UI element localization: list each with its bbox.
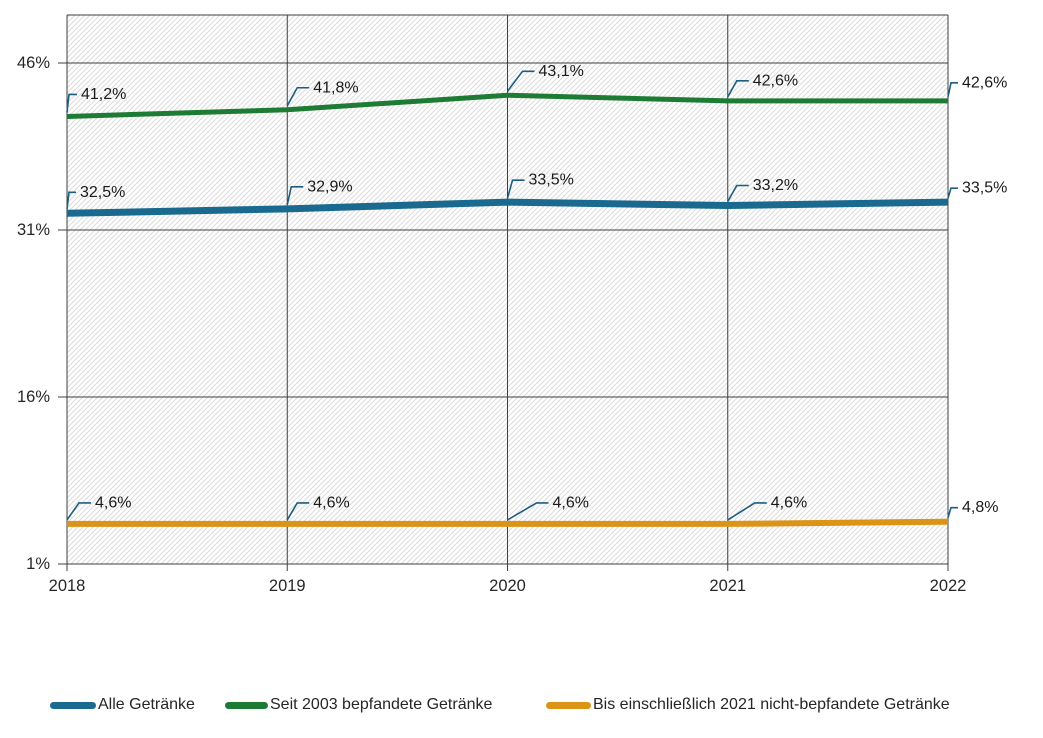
- y-tick-label: 31%: [17, 221, 50, 239]
- legend-label: Alle Getränke: [98, 696, 195, 713]
- legend-swatch-orange: [546, 701, 591, 709]
- data-label-leader: [286, 86, 310, 107]
- data-label-leader: [66, 191, 76, 210]
- legend-item-nicht-bepfandete: Bis einschließlich 2021 nicht-bepfandete…: [546, 694, 950, 716]
- data-label: 41,8%: [313, 79, 358, 96]
- data-label: 4,6%: [95, 494, 131, 511]
- data-label-leader: [66, 502, 91, 521]
- series-line-bepfandete: [66, 92, 948, 119]
- data-label: 41,2%: [81, 86, 126, 103]
- data-label: 33,5%: [529, 172, 574, 189]
- end-label: 42,6%: [962, 74, 1007, 91]
- data-label-leader: [66, 93, 77, 113]
- data-label: 42,6%: [753, 72, 798, 89]
- data-label: 33,2%: [753, 177, 798, 194]
- line-chart: 46% 31% 16% 1% 2018 2019 2020 2021 2022 32,5% 32,9…: [17, 14, 1007, 595]
- legend-swatch-blue: [50, 701, 96, 709]
- data-label: 43,1%: [539, 63, 584, 80]
- end-label-leader: [947, 506, 958, 518]
- x-tick-label: 2018: [49, 577, 86, 595]
- data-label: 4,6%: [553, 494, 589, 511]
- chart-canvas: 46% 31% 16% 1% 2018 2019 2020 2021 2022 32,5% 32,9…: [17, 14, 1007, 595]
- data-label-leader: [286, 502, 310, 521]
- data-label-leader: [506, 70, 535, 92]
- series-line-alle-getraenke: [66, 198, 949, 217]
- data-label: 4,6%: [313, 494, 349, 511]
- data-label-leader: [506, 179, 525, 199]
- data-label: 32,9%: [307, 178, 352, 195]
- x-tick-label: 2021: [709, 577, 746, 595]
- x-tick-label: 2020: [489, 577, 526, 595]
- data-label-leader: [507, 502, 549, 521]
- legend-item-alle-getraenke: Alle Getränke: [50, 694, 195, 716]
- chart-legend: Alle Getränke Seit 2003 bepfandete Geträ…: [0, 694, 1043, 718]
- x-tick-label: 2019: [269, 577, 306, 595]
- end-label-leader: [947, 82, 958, 98]
- end-label: 4,8%: [962, 499, 998, 516]
- legend-label: Seit 2003 bepfandete Getränke: [270, 696, 493, 713]
- legend-label: Bis einschließlich 2021 nicht-bepfandete…: [593, 696, 950, 713]
- legend-item-seit-2003-bepfandete: Seit 2003 bepfandete Getränke: [225, 694, 492, 716]
- end-label-leader: [947, 187, 958, 199]
- data-label-leader: [727, 502, 767, 521]
- y-tick-label: 46%: [17, 54, 50, 72]
- legend-swatch-green: [225, 701, 268, 709]
- data-label: 4,6%: [771, 494, 807, 511]
- data-label-leader: [727, 184, 749, 202]
- end-label: 33,5%: [962, 180, 1007, 197]
- x-tick-label: 2022: [930, 577, 967, 595]
- data-label-leader: [727, 80, 749, 98]
- series-line-nicht-bepfandete: [67, 518, 949, 527]
- data-label-leader: [286, 186, 304, 206]
- y-tick-label: 1%: [26, 555, 50, 573]
- y-tick-label: 16%: [17, 388, 50, 406]
- data-label: 32,5%: [80, 184, 125, 201]
